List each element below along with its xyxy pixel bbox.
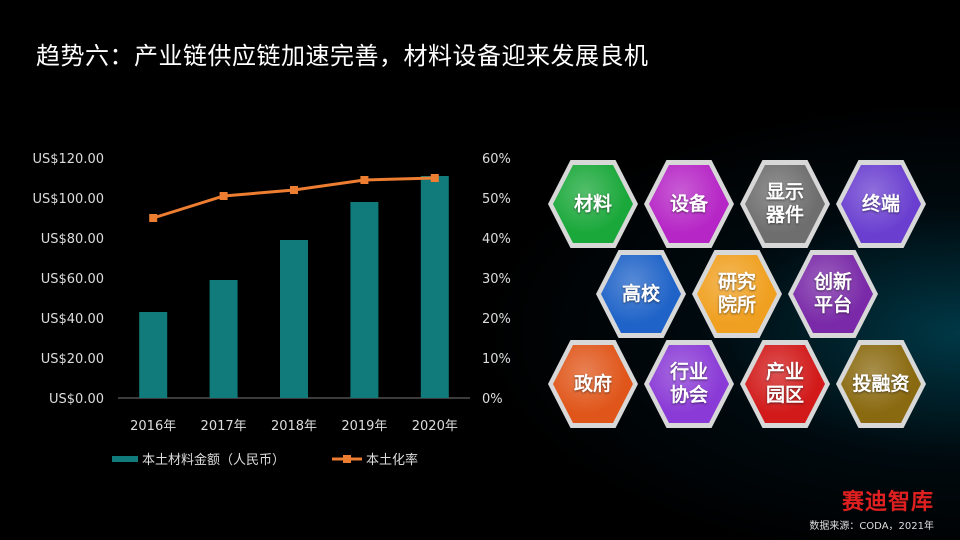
y-right-tick-label: 20% [482,312,511,327]
slide-title: 趋势六：产业链供应链加速完善，材料设备迎来发展良机 [36,42,649,70]
hexagon-label: 创新 平台 [793,255,873,333]
y-left-tick-label: US$100.00 [32,192,104,207]
legend-swatch-bar [112,456,138,462]
y-left-tick-label: US$40.00 [41,312,104,327]
hexagon-tile: 设备 [644,160,734,248]
y-left-tick-label: US$120.00 [32,152,104,167]
y-left-tick-label: US$60.00 [41,272,104,287]
y-left-tick-label: US$80.00 [41,232,104,247]
line-point [360,176,369,184]
hexagon-label: 政府 [553,345,633,423]
hexagon-tile: 投融资 [836,340,926,428]
x-tick-label: 2020年 [412,419,458,434]
y-right-tick-label: 60% [482,152,511,167]
y-right-tick-label: 40% [482,232,511,247]
line-series [152,176,435,220]
legend-label-line: 本土化率 [366,452,418,468]
hexagon-tile: 政府 [548,340,638,428]
bar [280,240,308,398]
hexagon-tile: 行业 协会 [644,340,734,428]
hexagon-tile: 创新 平台 [788,250,878,338]
hexagon-tile: 研究 院所 [692,250,782,338]
hexagon-tile: 显示 器件 [740,160,830,248]
legend-marker-line [343,455,351,463]
ecosystem-hexagon-grid: 材料 设备 显示 器件 终端高校 研究 院所 创新 平台政府 行业 协会 产业 园区 投融资 [548,160,938,440]
y-right-tick-label: 0% [482,392,503,407]
hexagon-label: 产业 园区 [745,345,825,423]
line-point [149,214,158,222]
line-point [219,192,228,200]
hexagon-label: 行业 协会 [649,345,729,423]
hexagon-tile: 材料 [548,160,638,248]
hexagon-label: 高校 [601,255,681,333]
y-right-tick-label: 50% [482,192,511,207]
hexagon-tile: 产业 园区 [740,340,830,428]
bar [139,312,168,398]
y-left-tick-label: US$20.00 [41,352,104,367]
x-tick-label: 2016年 [130,419,176,434]
line-point [430,174,439,182]
legend-label-bar: 本土材料金额（人民币） [142,452,285,468]
hexagon-label: 终端 [841,165,921,243]
y-right-tick-label: 30% [482,272,511,287]
line-point [290,186,298,194]
hexagon-label: 材料 [553,165,633,243]
data-source: 数据来源：CODA，2021年 [809,521,934,532]
hexagon-tile: 终端 [836,160,926,248]
hexagon-label: 研究 院所 [697,255,777,333]
x-tick-label: 2018年 [271,419,317,434]
hexagon-tile: 高校 [596,250,686,338]
x-tick-label: 2017年 [201,419,247,434]
x-tick-label: 2019年 [341,419,387,434]
hexagon-label: 投融资 [841,345,921,423]
brand-logo: 赛迪智库 [841,490,934,515]
bar [420,176,449,398]
bar [209,280,238,398]
hexagon-label: 设备 [649,165,729,243]
y-left-tick-label: US$0.00 [49,392,104,407]
bar [350,202,379,398]
y-right-tick-label: 10% [482,352,511,367]
hexagon-label: 显示 器件 [745,165,825,243]
combo-chart: US$0.00 US$20.00 US$40.00 US$60.00 US$80.00 U… [0,140,540,500]
chart-svg: US$0.00 US$20.00 US$40.00 US$60.00 US$80.00 U… [32,152,511,468]
